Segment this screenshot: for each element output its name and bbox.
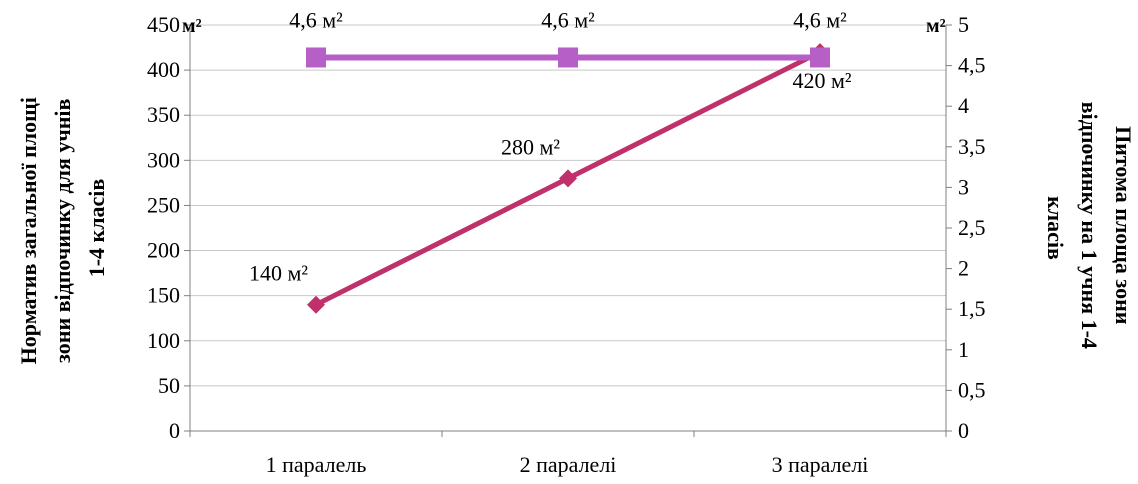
left-tick-label: 100 [147, 328, 180, 353]
right-tick-label: 3,5 [958, 134, 986, 159]
series-2-point [810, 47, 830, 68]
series-1-point [559, 169, 577, 188]
right-axis-title-line-3: класів [1043, 196, 1068, 260]
left-tick-label: 250 [147, 192, 180, 217]
series-2-point [558, 47, 578, 68]
right-tick-label: 0,5 [958, 377, 986, 402]
left-axis-ticks: 0 50 100 150 200 250 300 350 400 450 [147, 12, 190, 443]
category-label: 3 паралелі [772, 452, 869, 477]
category-label: 1 паралель [266, 452, 367, 477]
right-tick-label: 2 [958, 256, 969, 281]
right-tick-label: 2,5 [958, 215, 986, 240]
right-axis-title-line-1: Питома площа зони [1111, 126, 1136, 325]
right-tick-label: 4,5 [958, 53, 986, 78]
left-axis-title: Норматив загальної площі зони відпочинку… [16, 92, 109, 365]
left-axis-title-line-3: 1-4 класів [84, 179, 109, 278]
left-tick-label: 400 [147, 57, 180, 82]
right-tick-label: 1,5 [958, 296, 986, 321]
left-tick-label: 350 [147, 102, 180, 127]
left-tick-label: 200 [147, 238, 180, 263]
right-axis-title: Питома площа зони відпочинку на 1 учня 1… [1043, 102, 1136, 355]
right-tick-label: 1 [958, 337, 969, 362]
right-tick-label: 5 [958, 12, 969, 37]
series-2-data-label: 4,6 м² [541, 7, 595, 32]
left-tick-label: 150 [147, 283, 180, 308]
left-tick-label: 300 [147, 147, 180, 172]
left-axis-title-line-1: Норматив загальної площі [16, 97, 41, 364]
left-axis-title-line-2: зони відпочинку для учнів [50, 98, 75, 362]
axes [189, 25, 947, 437]
series-1-data-label: 140 м² [249, 261, 308, 286]
right-tick-label: 4 [958, 93, 969, 118]
gridlines [190, 24, 946, 387]
left-tick-label: 0 [169, 418, 180, 443]
right-axis-unit: м² [926, 15, 946, 37]
data-labels: 140 м² 280 м² 420 м² 4,6 м² 4,6 м² 4,6 м² [249, 7, 852, 285]
right-tick-label: 0 [958, 418, 969, 443]
left-tick-label: 50 [158, 373, 180, 398]
series-1-data-label: 420 м² [792, 68, 851, 93]
series-1-point [307, 295, 325, 314]
right-axis-title-line-2: відпочинку на 1 учня 1-4 [1077, 102, 1102, 349]
left-tick-label: 450 [147, 12, 180, 37]
series-2-data-label: 4,6 м² [793, 7, 847, 32]
series-group [306, 43, 830, 314]
left-axis-unit: м² [182, 15, 202, 37]
series-2-data-label: 4,6 м² [289, 7, 343, 32]
series-1-data-label: 280 м² [501, 134, 560, 159]
series-2-point [306, 47, 326, 68]
category-label: 2 паралелі [520, 452, 617, 477]
right-axis-ticks: 0 0,5 1 1,5 2 2,5 3 3,5 4 4,5 5 [946, 12, 986, 443]
category-labels: 1 паралель 2 паралелі 3 паралелі [266, 452, 869, 477]
right-tick-label: 3 [958, 174, 969, 199]
